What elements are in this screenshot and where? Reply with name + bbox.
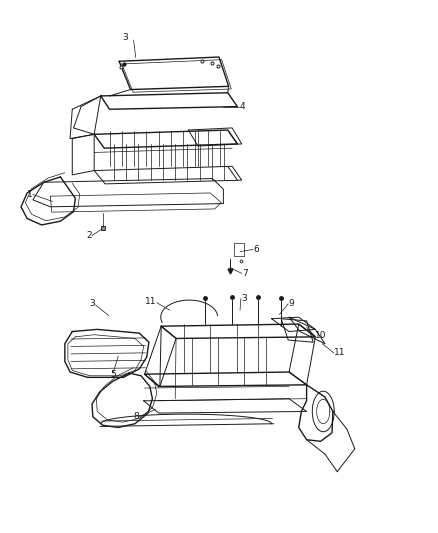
Text: 4: 4 (240, 102, 246, 111)
Text: 9: 9 (288, 300, 294, 308)
Text: 6: 6 (253, 245, 259, 254)
Text: 3: 3 (122, 33, 128, 42)
Text: 11: 11 (334, 349, 345, 357)
Text: 2: 2 (86, 231, 92, 240)
Text: 11: 11 (145, 297, 157, 305)
Text: 3: 3 (90, 300, 95, 308)
Text: 3: 3 (241, 294, 247, 303)
Text: 1: 1 (27, 190, 33, 199)
Text: 5: 5 (110, 370, 116, 378)
Text: 8: 8 (134, 413, 139, 421)
Text: 7: 7 (242, 269, 247, 278)
Text: 10: 10 (314, 332, 326, 340)
